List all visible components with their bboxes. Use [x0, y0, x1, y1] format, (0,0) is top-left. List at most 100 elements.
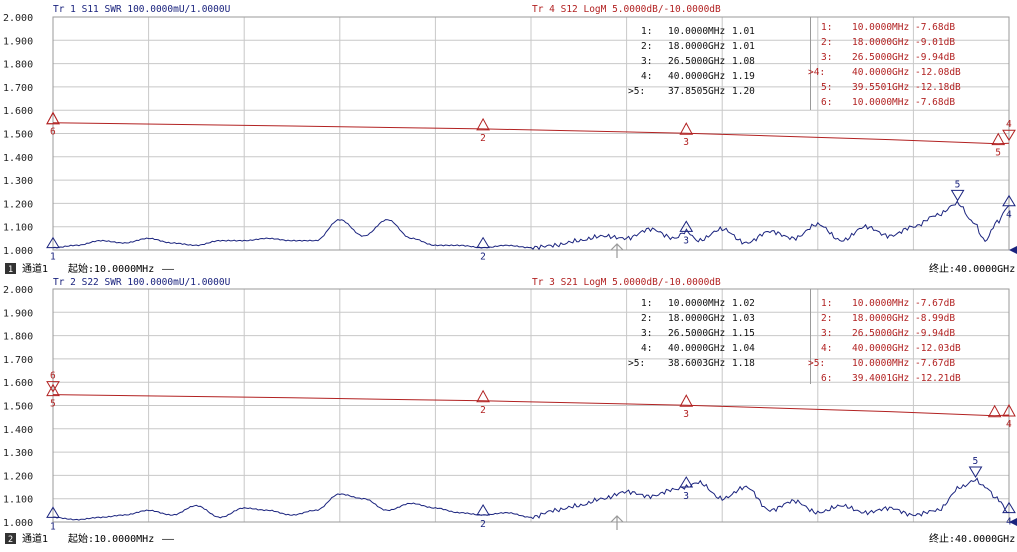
logm-marker-triangle[interactable] [1002, 403, 1016, 417]
logm-marker-number: 2 [480, 133, 486, 144]
panel2-y-tick-labels: 2.000 1.900 1.800 1.700 1.600 1.500 1.400 1.300… [3, 285, 33, 529]
swr-marker-triangle[interactable] [476, 504, 490, 516]
swr-marker-triangle[interactable] [46, 236, 60, 249]
marker-val: 1.15 [732, 328, 755, 339]
s22-swr-trace[interactable] [52, 477, 1010, 521]
marker-val: 1.20 [732, 86, 755, 97]
marker-idx: 4: [821, 343, 832, 354]
panel1-swr-header[interactable]: Tr 1 S11 SWR 100.0000mU/1.0000U [53, 4, 231, 15]
marker-val: -7.68dB [915, 22, 955, 33]
swr-marker-number: 2 [480, 252, 486, 263]
marker-idx: 3: [821, 328, 832, 339]
center-arrow-icon [610, 515, 624, 530]
marker-val: -8.99dB [915, 313, 955, 324]
y-tick-label: 1.400 [3, 425, 33, 436]
panel2-grid [53, 289, 1009, 522]
y-tick-label: 2.000 [3, 13, 33, 24]
marker-freq: 39.5501GHz [852, 82, 909, 93]
logm-marker-triangle[interactable] [991, 132, 1006, 146]
start-frequency[interactable]: 起始:10.0000MHz [68, 532, 154, 545]
marker-idx: 6: [821, 373, 832, 384]
logm-marker-triangle[interactable] [476, 117, 490, 131]
swr-marker-number: 1 [50, 252, 56, 263]
channel-badge[interactable] [5, 533, 16, 544]
swr-marker-triangle[interactable] [679, 220, 694, 232]
marker-idx: 1: [641, 26, 652, 37]
marker-idx: 1: [821, 22, 832, 33]
marker-val: -12.03dB [915, 343, 961, 354]
panel2-swr-header[interactable]: Tr 2 S22 SWR 100.0000mU/1.0000U [53, 277, 231, 288]
swr-marker-triangle[interactable] [1002, 194, 1016, 207]
swr-marker-triangle[interactable] [1002, 501, 1016, 514]
logm-marker-number: 4 [1006, 119, 1012, 130]
marker-freq: 10.0000MHz [852, 358, 909, 369]
reference-pointer-icon [1009, 518, 1017, 526]
marker-freq: 26.5000GHz [668, 328, 725, 339]
logm-marker-number: 4 [1006, 419, 1012, 430]
channel-label[interactable]: 通道1 [22, 532, 48, 545]
y-tick-label: 2.000 [3, 285, 33, 296]
marker-idx-active: >5: [628, 86, 645, 97]
logm-marker-triangle[interactable] [46, 383, 60, 397]
marker-freq: 40.0000GHz [852, 343, 909, 354]
marker-val: 1.01 [732, 26, 755, 37]
marker-val: -12.21dB [915, 373, 961, 384]
y-tick-label: 1.100 [3, 495, 33, 506]
s21-logm-trace[interactable] [52, 394, 1010, 417]
panel1-plot-frame[interactable] [52, 16, 1010, 251]
panel2-traces: 1 2 3 4 5 5 2 3 4 6 [46, 371, 1017, 532]
swr-marker-triangle[interactable] [46, 506, 60, 518]
logm-marker-triangle[interactable] [1002, 129, 1016, 142]
start-frequency[interactable]: 起始:10.0000MHz [68, 262, 154, 275]
marker-freq: 26.5000GHz [668, 56, 725, 67]
marker-val: 1.08 [732, 56, 755, 67]
channel-badge[interactable] [5, 263, 16, 274]
stop-frequency[interactable]: 终止:40.0000GHz [929, 262, 1015, 275]
logm-marker-number: 3 [683, 409, 689, 420]
logm-marker-triangle[interactable] [679, 122, 694, 135]
panel1-traces: 1 2 3 4 5 6 2 3 4 5 [46, 111, 1017, 263]
marker-val: 1.03 [732, 313, 755, 324]
panel1-grid [53, 17, 1009, 250]
logm-marker-triangle[interactable] [476, 389, 490, 403]
marker-table-divider [810, 289, 811, 384]
y-tick-label: 1.900 [3, 36, 33, 47]
swr-marker-triangle[interactable] [950, 189, 965, 202]
s11-swr-trace[interactable] [52, 200, 1010, 251]
y-tick-label: 1.800 [3, 332, 33, 343]
logm-marker-triangle[interactable] [46, 111, 60, 125]
panel1-logm-header[interactable]: Tr 4 S12 LogM 5.0000dB/-10.0000dB [532, 4, 721, 15]
marker-freq: 26.5000GHz [852, 328, 909, 339]
marker-freq: 10.0000MHz [852, 298, 909, 309]
marker-freq: 10.0000MHz [852, 22, 909, 33]
reference-pointer-icon [1009, 246, 1017, 254]
stop-frequency[interactable]: 终止:40.0000GHz [929, 532, 1015, 545]
swr-marker-triangle[interactable] [476, 236, 490, 249]
swr-marker-triangle[interactable] [968, 466, 983, 479]
swr-marker-triangle[interactable] [679, 476, 694, 488]
channel-label[interactable]: 通道1 [22, 262, 48, 275]
marker-val: -12.08dB [915, 67, 961, 78]
marker-freq: 38.6003GHz [668, 358, 725, 369]
marker-freq: 10.0000MHz [668, 26, 725, 37]
swr-marker-number: 1 [50, 521, 56, 532]
logm-marker-triangle[interactable] [46, 381, 60, 393]
marker-idx: 2: [821, 313, 832, 324]
marker-freq: 40.0000GHz [668, 343, 725, 354]
marker-val: -7.68dB [915, 97, 955, 108]
panel2-logm-header[interactable]: Tr 3 S21 LogM 5.0000dB/-10.0000dB [532, 277, 721, 288]
swr-marker-number: 4 [1006, 517, 1012, 528]
logm-marker-triangle[interactable] [987, 404, 1002, 418]
marker-idx: 2: [641, 313, 652, 324]
marker-idx: 3: [641, 56, 652, 67]
s12-logm-trace[interactable] [52, 122, 1010, 145]
marker-idx: 2: [821, 37, 832, 48]
swr-marker-number: 3 [683, 235, 689, 246]
logm-marker-triangle[interactable] [679, 394, 694, 407]
y-tick-label: 1.600 [3, 378, 33, 389]
y-tick-label: 1.900 [3, 308, 33, 319]
panel2-swr-marker-table: 1: 10.0000MHz 1.02 2: 18.0000GHz 1.03 3:… [628, 298, 755, 369]
logm-marker-number: 6 [50, 127, 56, 138]
panel2-footer: 2 通道1 起始:10.0000MHz —— 终止:40.0000GHz [5, 515, 1015, 545]
logm-marker-number: 6 [50, 371, 56, 382]
